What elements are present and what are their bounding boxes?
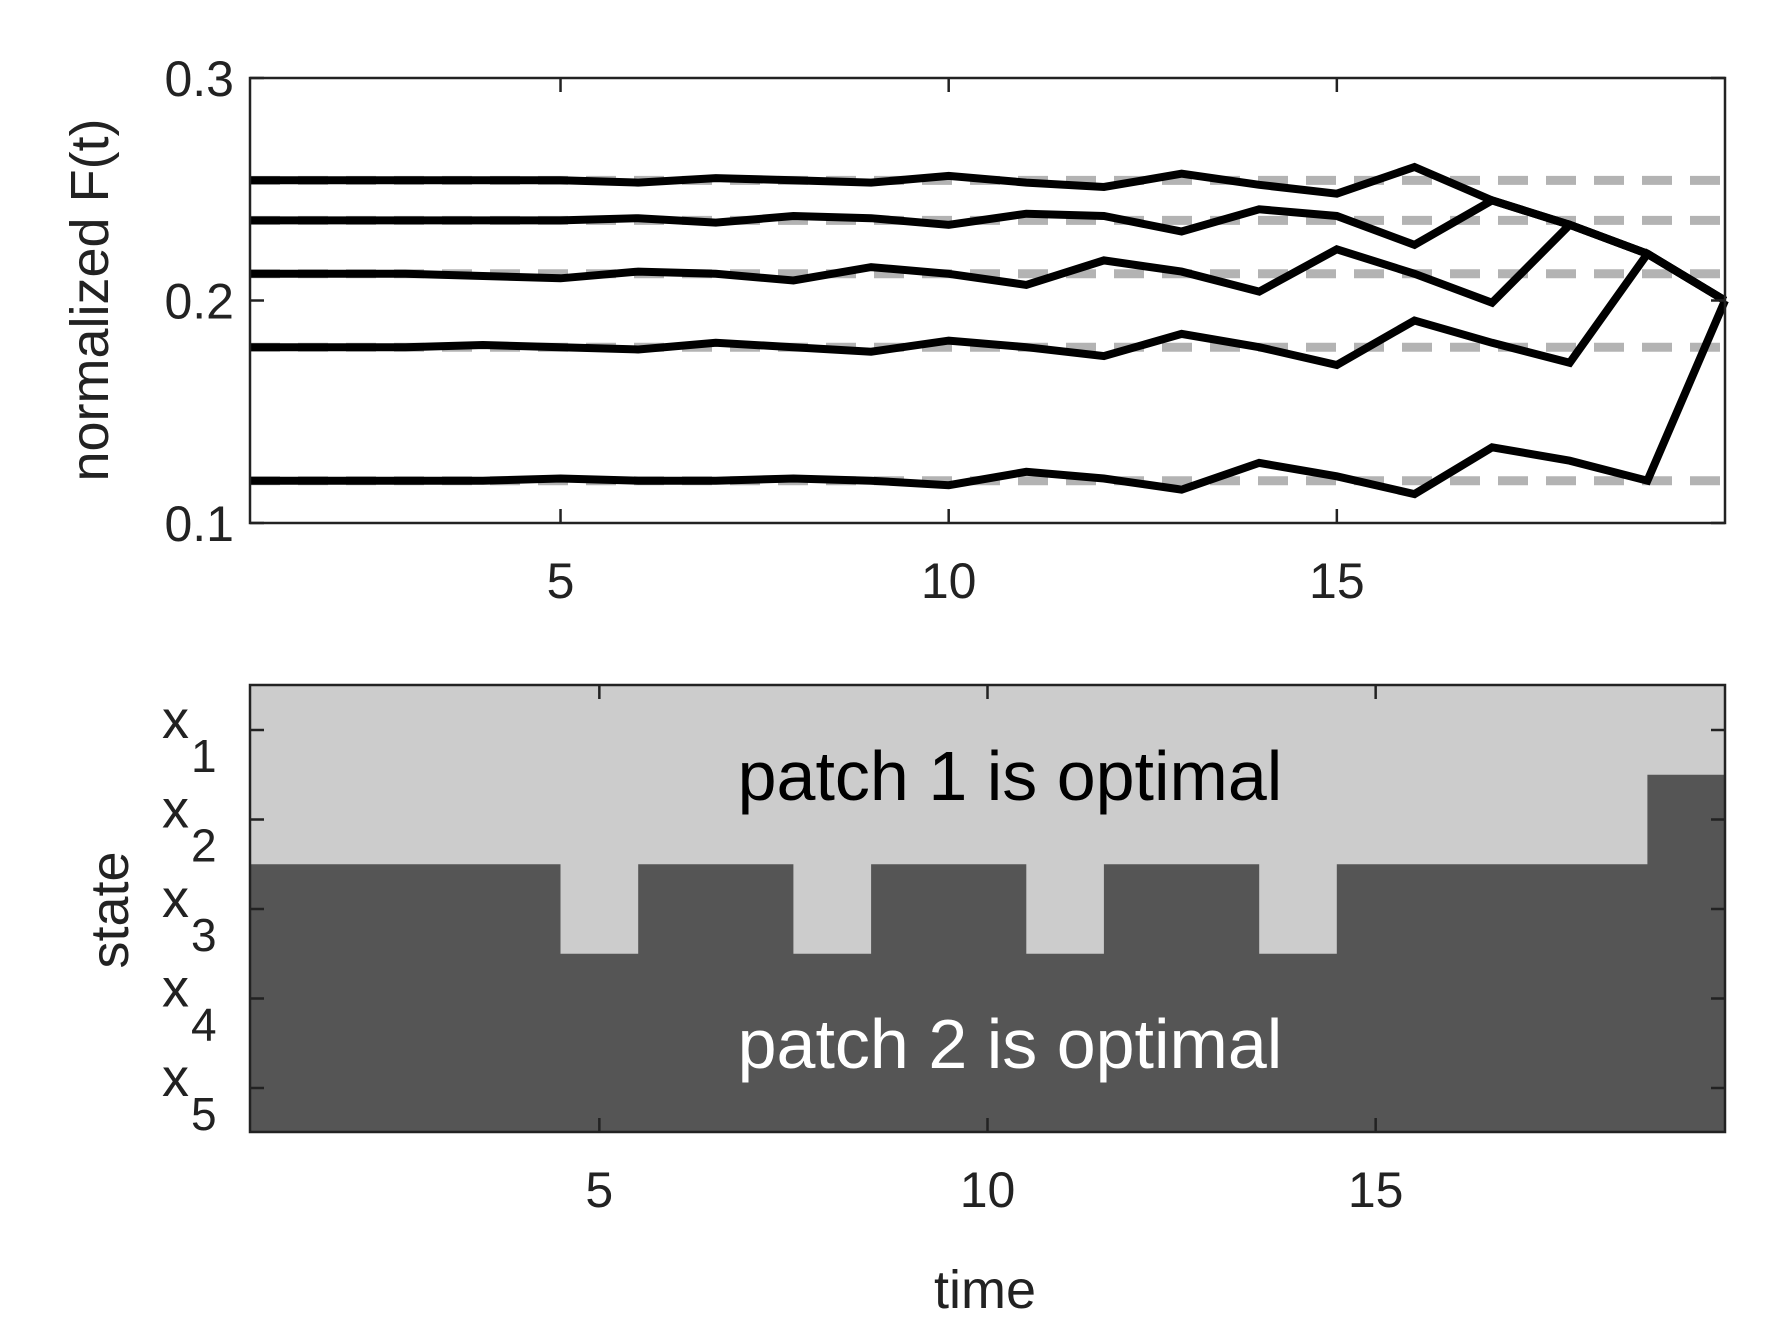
bottom-y-tick-label: x4: [162, 959, 217, 1051]
bottom-y-tick-label: x2: [162, 780, 217, 872]
series-line-1: [250, 162, 1728, 304]
series-line-4: [250, 248, 1728, 370]
patch-2-region-label: patch 2 is optimal: [738, 1005, 1283, 1083]
top-y-tick-label: 0.2: [164, 274, 234, 330]
bottom-y-tick-label: x3: [162, 869, 217, 961]
top-x-tick-label: 5: [547, 553, 575, 609]
top-y-tick-label: 0.3: [164, 51, 234, 107]
patch-1-region-label: patch 1 is optimal: [738, 737, 1283, 815]
top-plot-area: [250, 78, 1725, 523]
top-ticks: 5 10 15 0.1 0.2 0.3: [164, 51, 1725, 609]
bottom-y-axis-label: state: [80, 851, 140, 968]
bottom-x-tick-label: 5: [585, 1162, 613, 1218]
series-line-3: [250, 220, 1728, 308]
bottom-y-tick-label: x1: [162, 690, 217, 782]
bottom-y-tick-label: x5: [162, 1048, 217, 1140]
series-line-2: [250, 196, 1728, 304]
bottom-panel-state-map: patch 1 is optimal patch 2 is optimal 5 1…: [80, 683, 1727, 1320]
top-panel-line-chart: 5 10 15 0.1 0.2 0.3 normalized F(t): [60, 51, 1729, 609]
bottom-x-tick-label: 10: [960, 1162, 1016, 1218]
patch-2-region: [250, 774, 1725, 1132]
bottom-x-axis-label: time: [934, 1260, 1036, 1320]
top-y-axis-label: normalized F(t): [60, 118, 120, 481]
top-y-tick-label: 0.1: [164, 496, 234, 552]
series-line-5: [250, 298, 1729, 499]
top-series-lines: [250, 162, 1729, 499]
bottom-x-tick-label: 15: [1348, 1162, 1404, 1218]
top-x-tick-label: 10: [921, 553, 977, 609]
top-x-tick-label: 15: [1309, 553, 1365, 609]
